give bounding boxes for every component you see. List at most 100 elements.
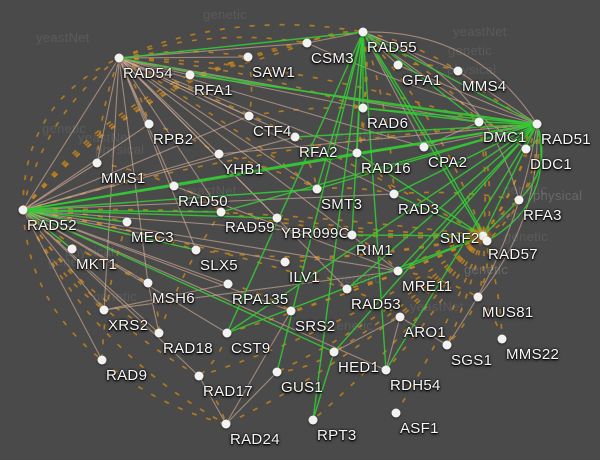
- edge-RAD51-MMS4: [457, 70, 538, 125]
- node-mkt1[interactable]: [67, 244, 77, 254]
- edge-HED1-RPT3: [312, 351, 335, 421]
- edge-SNF2-SRS2: [290, 235, 484, 312]
- node-dmc1[interactable]: [474, 117, 484, 127]
- node-gus1[interactable]: [272, 367, 282, 377]
- edge-RAD55-SNF2: [362, 31, 484, 237]
- edge-RAD51-RAD6: [362, 107, 538, 125]
- node-label-ybr099c: YBR099C: [281, 225, 350, 242]
- node-label-rad16: RAD16: [361, 160, 411, 177]
- node-yhb1[interactable]: [214, 149, 224, 159]
- edge-RAD52-RAD17: [22, 209, 200, 377]
- edge-RAD52-RAD18: [22, 209, 160, 334]
- node-ctf4[interactable]: [244, 111, 254, 121]
- node-mms22[interactable]: [497, 334, 507, 344]
- node-rad57[interactable]: [482, 236, 492, 246]
- node-rpb2[interactable]: [144, 119, 154, 129]
- edge-RAD17-RAD24: [198, 375, 227, 425]
- node-label-mre11: MRE11: [402, 278, 453, 295]
- node-rad9[interactable]: [97, 355, 107, 365]
- node-rfa1[interactable]: [185, 70, 195, 80]
- node-rad53[interactable]: [342, 284, 352, 294]
- node-rad24[interactable]: [221, 419, 231, 429]
- node-rad18[interactable]: [154, 328, 164, 338]
- node-mec3[interactable]: [122, 217, 132, 227]
- node-ybr099c[interactable]: [272, 213, 282, 223]
- edge-RAD9-RAD24: [101, 359, 227, 425]
- node-mms4[interactable]: [453, 66, 463, 76]
- node-rpa135[interactable]: [223, 279, 233, 289]
- node-mus81[interactable]: [473, 292, 483, 302]
- edge-RAD54-RAD6: [118, 57, 364, 109]
- node-label-rad17: RAD17: [203, 383, 253, 400]
- node-label-rfa2: RFA2: [299, 144, 338, 161]
- edge-RAD52-MEC3: [22, 209, 128, 223]
- node-xrs2[interactable]: [99, 305, 109, 315]
- node-rfa3[interactable]: [514, 195, 524, 205]
- node-label-gfa1: GFA1: [402, 72, 442, 89]
- node-label-dmc1: DMC1: [483, 129, 527, 146]
- node-aro1[interactable]: [395, 312, 405, 322]
- edge-RAD54-RAD3: [118, 57, 395, 195]
- edge-RAD55-RPT3: [312, 31, 364, 421]
- node-label-slx5: SLX5: [200, 257, 238, 274]
- node-label-mms22: MMS22: [506, 346, 560, 363]
- edge-RAD51-CSM3: [306, 42, 538, 125]
- edge-RAD51-YHB1: [218, 123, 538, 155]
- edge-RAD52-CTF4: [22, 115, 250, 211]
- node-rad55[interactable]: [358, 27, 368, 37]
- edge-RAD24-SRS2: [225, 310, 292, 425]
- edge-RAD54-YHB1: [118, 57, 220, 155]
- node-rad17[interactable]: [194, 371, 204, 381]
- node-asf1[interactable]: [391, 408, 401, 418]
- edge-RAD52-XRS2: [22, 209, 105, 311]
- node-rad51[interactable]: [532, 119, 542, 129]
- edge-SAW1-CTF4: [247, 56, 253, 117]
- node-rad52[interactable]: [18, 205, 28, 215]
- node-slx5[interactable]: [191, 245, 201, 255]
- node-rim1[interactable]: [347, 230, 357, 240]
- node-label-rad54: RAD54: [123, 65, 173, 82]
- edge-RAD52-RAD3: [22, 193, 395, 211]
- node-rad3[interactable]: [389, 189, 399, 199]
- edge-RAD54-RAD16: [118, 57, 358, 154]
- node-mre11[interactable]: [393, 266, 403, 276]
- node-rad59[interactable]: [216, 207, 226, 217]
- edge-RAD50-MRE11: [173, 185, 399, 272]
- node-smt3[interactable]: [312, 184, 322, 194]
- node-saw1[interactable]: [243, 52, 253, 62]
- node-rad16[interactable]: [352, 148, 362, 158]
- node-rdh54[interactable]: [381, 365, 391, 375]
- node-sgs1[interactable]: [442, 340, 452, 350]
- node-csm3[interactable]: [302, 38, 312, 48]
- edge-RAD51-RAD55: [362, 31, 538, 125]
- node-hed1[interactable]: [329, 347, 339, 357]
- node-msh6[interactable]: [143, 278, 153, 288]
- node-label-mkt1: MKT1: [76, 256, 118, 273]
- node-label-ddc1: DDC1: [530, 156, 573, 173]
- node-rad50[interactable]: [169, 181, 179, 191]
- node-cpa2[interactable]: [419, 142, 429, 152]
- node-mms1[interactable]: [92, 158, 102, 168]
- node-label-yhb1: YHB1: [223, 161, 264, 178]
- node-ddc1[interactable]: [521, 144, 531, 154]
- edge-RAD52-SLX5: [22, 209, 197, 251]
- edge-HED1-ARO1: [333, 316, 401, 353]
- node-rfa2[interactable]: [290, 132, 300, 142]
- edge-RAD52-YBR099C: [22, 209, 278, 219]
- node-snf2[interactable]: [478, 231, 488, 241]
- node-label-csm3: CSM3: [311, 50, 354, 67]
- node-rad54[interactable]: [114, 53, 124, 63]
- node-srs2[interactable]: [286, 306, 296, 316]
- edge-RAD52-MRE11: [22, 209, 399, 272]
- edge-RAD18-MSH6: [147, 282, 160, 334]
- edge-RAD55-DMC1: [362, 31, 480, 123]
- node-ilv1[interactable]: [280, 257, 290, 267]
- edge-RAD54-DMC1: [118, 57, 480, 123]
- edge-RAD51-CST9: [226, 123, 538, 334]
- node-rpt3[interactable]: [308, 415, 318, 425]
- node-cst9[interactable]: [222, 328, 232, 338]
- node-rad6[interactable]: [358, 103, 368, 113]
- edge-RAD55-RAD16: [356, 31, 367, 154]
- node-gfa1[interactable]: [393, 60, 403, 70]
